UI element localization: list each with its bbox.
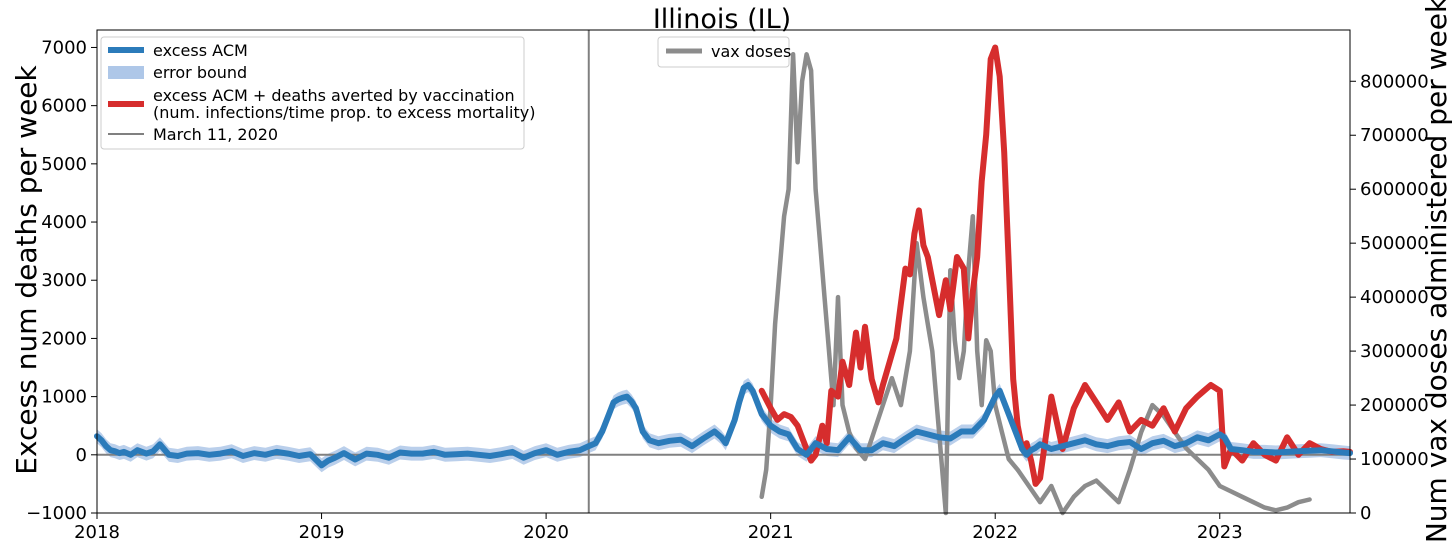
series-excess-acm bbox=[94, 382, 1353, 469]
y2-tick-label: 100000 bbox=[1360, 449, 1429, 470]
y-tick-label: −1000 bbox=[26, 503, 87, 524]
y-tick-label: 5000 bbox=[41, 154, 87, 175]
legend-label-averted-line1: excess ACM + deaths averted by vaccinati… bbox=[153, 86, 515, 105]
y2-tick-label: 200000 bbox=[1360, 395, 1429, 416]
y-tick-label: 2000 bbox=[41, 328, 87, 349]
series-error-bound bbox=[97, 378, 1350, 473]
x-axis: 2018 2019 2020 2021 2022 2023 bbox=[74, 513, 1243, 542]
y2-tick-label: 700000 bbox=[1360, 125, 1429, 146]
y2-tick-label: 400000 bbox=[1360, 287, 1429, 308]
legend-label-error-bound: error bound bbox=[153, 63, 247, 82]
y2-tick-label: 0 bbox=[1360, 503, 1371, 524]
y-axis-label: Excess num deaths per week bbox=[10, 64, 43, 474]
y-tick-label: 7000 bbox=[41, 37, 87, 58]
legend-label-excess-acm: excess ACM bbox=[153, 41, 248, 60]
y-axis-right: 0 100000 200000 300000 400000 500000 600000 700… bbox=[1350, 71, 1429, 524]
legend-swatch-error-bound bbox=[108, 66, 144, 79]
x-tick-label: 2019 bbox=[299, 522, 345, 542]
legend-label-vax: vax doses bbox=[711, 42, 791, 61]
y2-axis-label: Num vax doses administered per week bbox=[1420, 0, 1453, 542]
x-tick-label: 2018 bbox=[74, 522, 120, 542]
y-tick-label: 1000 bbox=[41, 387, 87, 408]
legend-left: excess ACM error bound excess ACM + deat… bbox=[100, 36, 535, 150]
x-tick-label: 2023 bbox=[1197, 522, 1243, 542]
y-axis-left: −1000 0 1000 2000 3000 4000 5000 6000 7000 bbox=[26, 37, 97, 524]
x-tick-label: 2020 bbox=[523, 522, 569, 542]
legend-left-box bbox=[100, 36, 525, 150]
y-tick-label: 4000 bbox=[41, 212, 87, 233]
y-tick-label: 6000 bbox=[41, 96, 87, 117]
y-tick-label: 3000 bbox=[41, 270, 87, 291]
x-tick-label: 2022 bbox=[972, 522, 1018, 542]
y-tick-label: 0 bbox=[76, 445, 87, 466]
y2-tick-label: 800000 bbox=[1360, 71, 1429, 92]
legend-right: vax doses bbox=[657, 36, 791, 68]
plot-frame bbox=[96, 29, 1351, 514]
series-excess-acm-plus-averted bbox=[758, 44, 1353, 487]
legend-label-reference: March 11, 2020 bbox=[153, 125, 278, 144]
y2-tick-label: 300000 bbox=[1360, 341, 1429, 362]
legend-right-box bbox=[657, 36, 790, 68]
y2-tick-label: 600000 bbox=[1360, 179, 1429, 200]
x-tick-label: 2021 bbox=[748, 522, 794, 542]
y2-tick-label: 500000 bbox=[1360, 233, 1429, 254]
plot-area bbox=[94, 30, 1353, 516]
legend-label-averted-line2: (num. infections/time prop. to excess mo… bbox=[153, 103, 535, 122]
